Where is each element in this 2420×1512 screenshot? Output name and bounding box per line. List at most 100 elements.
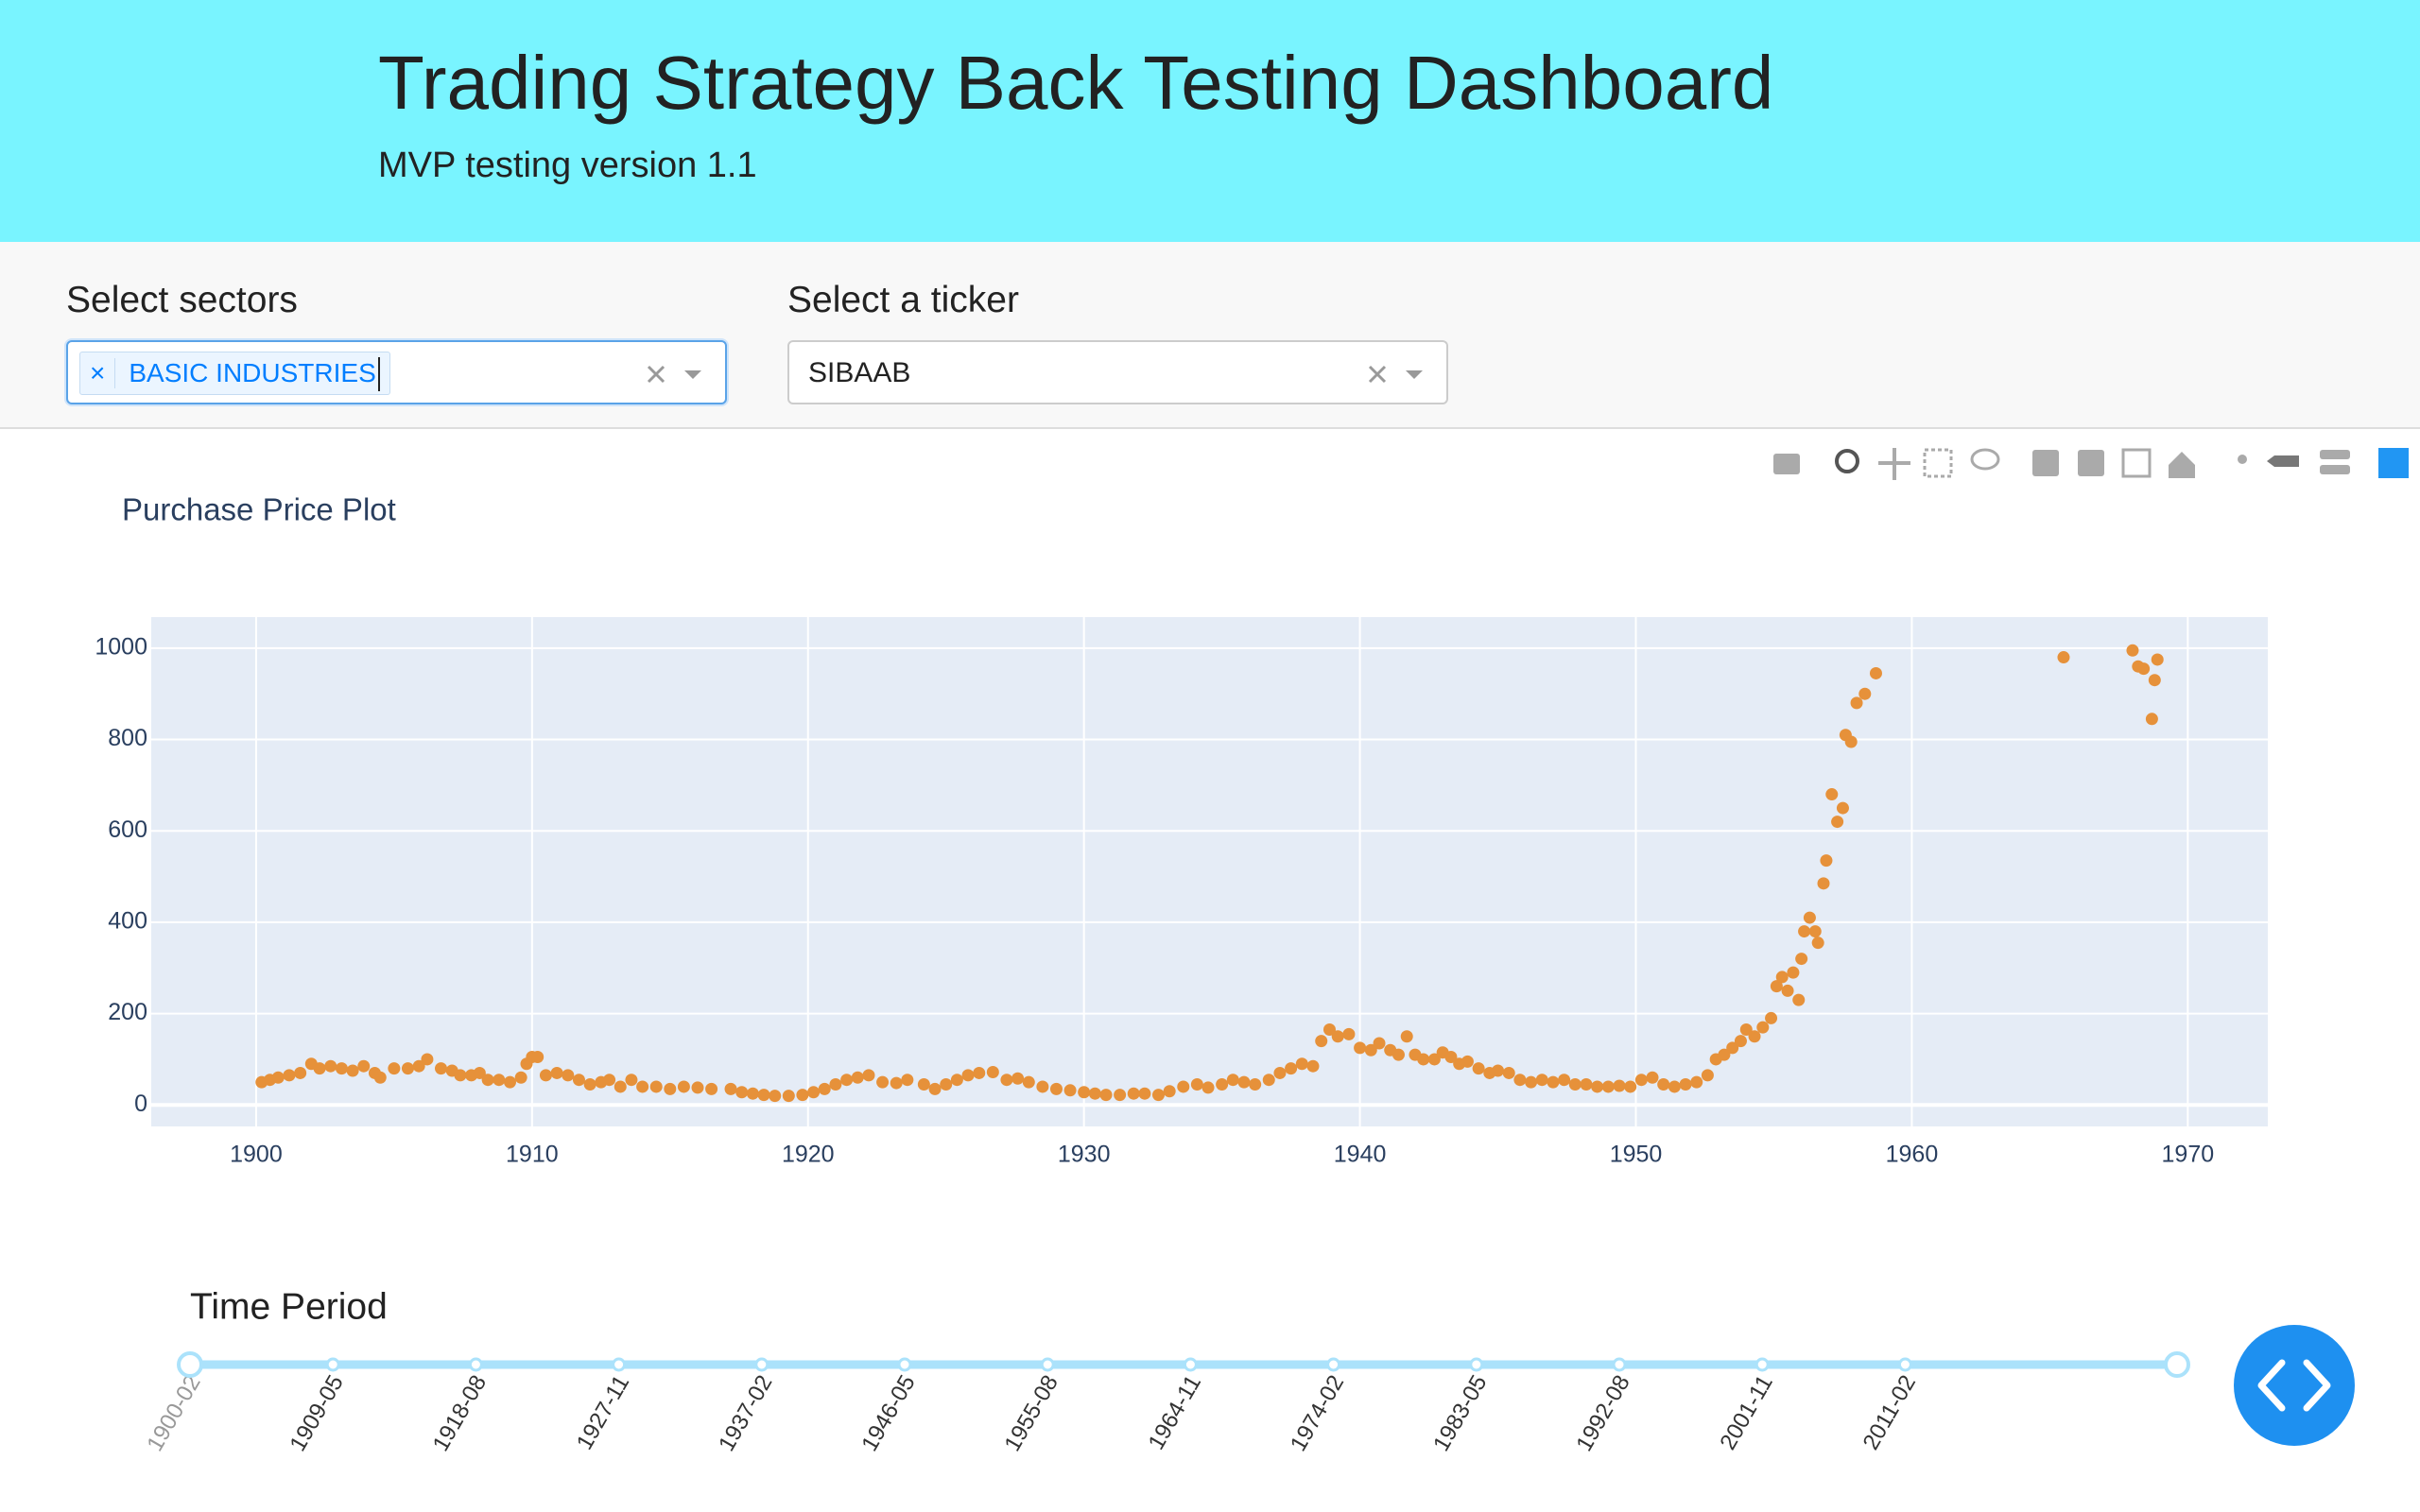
point	[807, 1086, 821, 1099]
point	[1138, 1087, 1151, 1100]
point	[796, 1089, 809, 1102]
slider-dot	[325, 1357, 340, 1372]
slider-mark-label: 1937-02	[714, 1371, 777, 1456]
ticker-dropdown[interactable]: SIBAAB	[787, 340, 1448, 404]
modebar-button[interactable]	[1970, 448, 2000, 471]
debug-button[interactable]	[2234, 1325, 2355, 1446]
sector-dropdown[interactable]: × BASIC INDUSTRIES	[66, 340, 727, 404]
point	[1190, 1078, 1203, 1091]
point	[1331, 1030, 1344, 1043]
slider-dot	[1897, 1357, 1912, 1372]
slider-handle[interactable]	[2164, 1351, 2190, 1378]
point	[840, 1074, 854, 1087]
debug-icon	[2257, 1359, 2331, 1412]
point	[950, 1074, 963, 1087]
point	[1373, 1037, 1386, 1050]
x-tick-label: 1900	[230, 1142, 283, 1168]
point	[1739, 1023, 1753, 1037]
point	[1364, 1043, 1377, 1057]
modebar-button[interactable]	[2267, 455, 2299, 467]
point	[493, 1074, 506, 1087]
point	[324, 1059, 337, 1073]
point	[550, 1066, 563, 1079]
point	[514, 1071, 527, 1084]
arrow-icon[interactable]	[1406, 370, 1423, 379]
point	[1591, 1080, 1604, 1093]
point	[691, 1081, 704, 1094]
point	[1718, 1048, 1731, 1061]
point	[1114, 1089, 1127, 1102]
point	[1748, 1030, 1761, 1043]
point	[412, 1059, 425, 1073]
modebar-button[interactable]	[2078, 450, 2104, 476]
modebar-button[interactable]	[2121, 448, 2152, 478]
x-tick-label: 1940	[1334, 1142, 1387, 1168]
point	[1734, 1035, 1747, 1048]
slider-mark-label: 2001-11	[1715, 1371, 1778, 1454]
point	[1226, 1074, 1239, 1087]
point	[421, 1053, 434, 1066]
modebar-button[interactable]	[1773, 454, 1800, 474]
slider-handle[interactable]	[177, 1351, 203, 1378]
modebar-button[interactable]	[2238, 455, 2247, 464]
slider-mark-label: 1909-05	[285, 1371, 348, 1456]
slider-mark-label: 1983-05	[1428, 1371, 1492, 1456]
point	[2137, 662, 2151, 676]
point	[1011, 1072, 1025, 1085]
point	[1392, 1048, 1405, 1061]
slider-dot	[1183, 1357, 1198, 1372]
point	[1787, 966, 1800, 979]
y-tick-label: 800	[108, 725, 147, 751]
point	[769, 1090, 782, 1103]
point	[1535, 1074, 1548, 1087]
modebar-button[interactable]	[2320, 450, 2350, 459]
chip-remove[interactable]: ×	[80, 358, 116, 388]
modebar-button[interactable]	[1878, 448, 1910, 480]
point	[1808, 925, 1822, 938]
point	[1601, 1080, 1615, 1093]
modebar-button[interactable]	[2032, 450, 2059, 476]
point	[1795, 953, 1808, 966]
dropdown-label: Select sectors	[66, 280, 298, 320]
point	[271, 1071, 285, 1084]
point	[294, 1066, 307, 1079]
point	[1306, 1059, 1320, 1073]
slider-mark-label: 1918-08	[428, 1371, 492, 1456]
y-tick-label: 1000	[95, 633, 147, 660]
clear-icon[interactable]	[647, 365, 666, 384]
point	[1273, 1066, 1287, 1079]
modebar-button[interactable]	[2378, 448, 2409, 478]
modebar-button[interactable]	[2320, 465, 2350, 474]
point	[876, 1075, 890, 1089]
point	[562, 1069, 575, 1082]
point	[973, 1066, 986, 1079]
arrow-icon[interactable]	[684, 370, 701, 379]
point	[1285, 1062, 1298, 1075]
point	[583, 1078, 596, 1091]
point	[1869, 666, 1882, 679]
point	[1756, 1021, 1770, 1034]
point	[1201, 1081, 1215, 1094]
point	[664, 1082, 677, 1095]
point	[1580, 1078, 1593, 1091]
y-tick-label: 200	[108, 999, 147, 1025]
modebar-button[interactable]	[1835, 449, 1859, 473]
slider-label: Time Period	[190, 1286, 388, 1327]
y-tick-label: 600	[108, 816, 147, 843]
modebar-button[interactable]	[1923, 448, 1953, 478]
point	[454, 1069, 467, 1082]
point	[473, 1066, 486, 1079]
chip[interactable]: × BASIC INDUSTRIES	[79, 352, 390, 395]
point	[614, 1080, 627, 1093]
slider-mark-label: 1955-08	[999, 1371, 1063, 1456]
point	[1444, 1051, 1458, 1064]
point	[1472, 1062, 1485, 1075]
point	[435, 1062, 448, 1075]
point	[1858, 687, 1872, 700]
modebar-button[interactable]	[2169, 452, 2195, 478]
clear-icon[interactable]	[1368, 365, 1387, 384]
point	[1461, 1055, 1474, 1068]
point	[1177, 1080, 1190, 1093]
slider-dot	[1612, 1357, 1627, 1372]
